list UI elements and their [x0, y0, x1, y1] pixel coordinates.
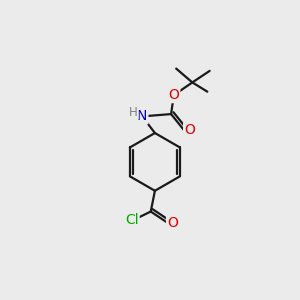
- Text: O: O: [184, 123, 195, 137]
- Text: O: O: [167, 216, 178, 230]
- Text: N: N: [137, 110, 147, 123]
- Text: H: H: [129, 106, 138, 119]
- Text: O: O: [168, 88, 179, 102]
- Text: Cl: Cl: [125, 213, 139, 226]
